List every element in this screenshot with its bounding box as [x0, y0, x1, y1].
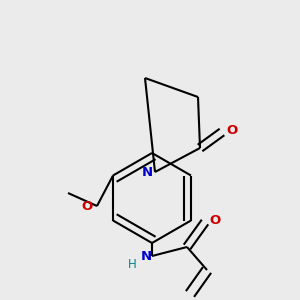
Text: O: O [226, 124, 238, 136]
Text: H: H [128, 257, 136, 271]
Text: N: N [141, 167, 153, 179]
Text: O: O [81, 200, 93, 214]
Text: O: O [209, 214, 220, 226]
Text: N: N [140, 250, 152, 263]
